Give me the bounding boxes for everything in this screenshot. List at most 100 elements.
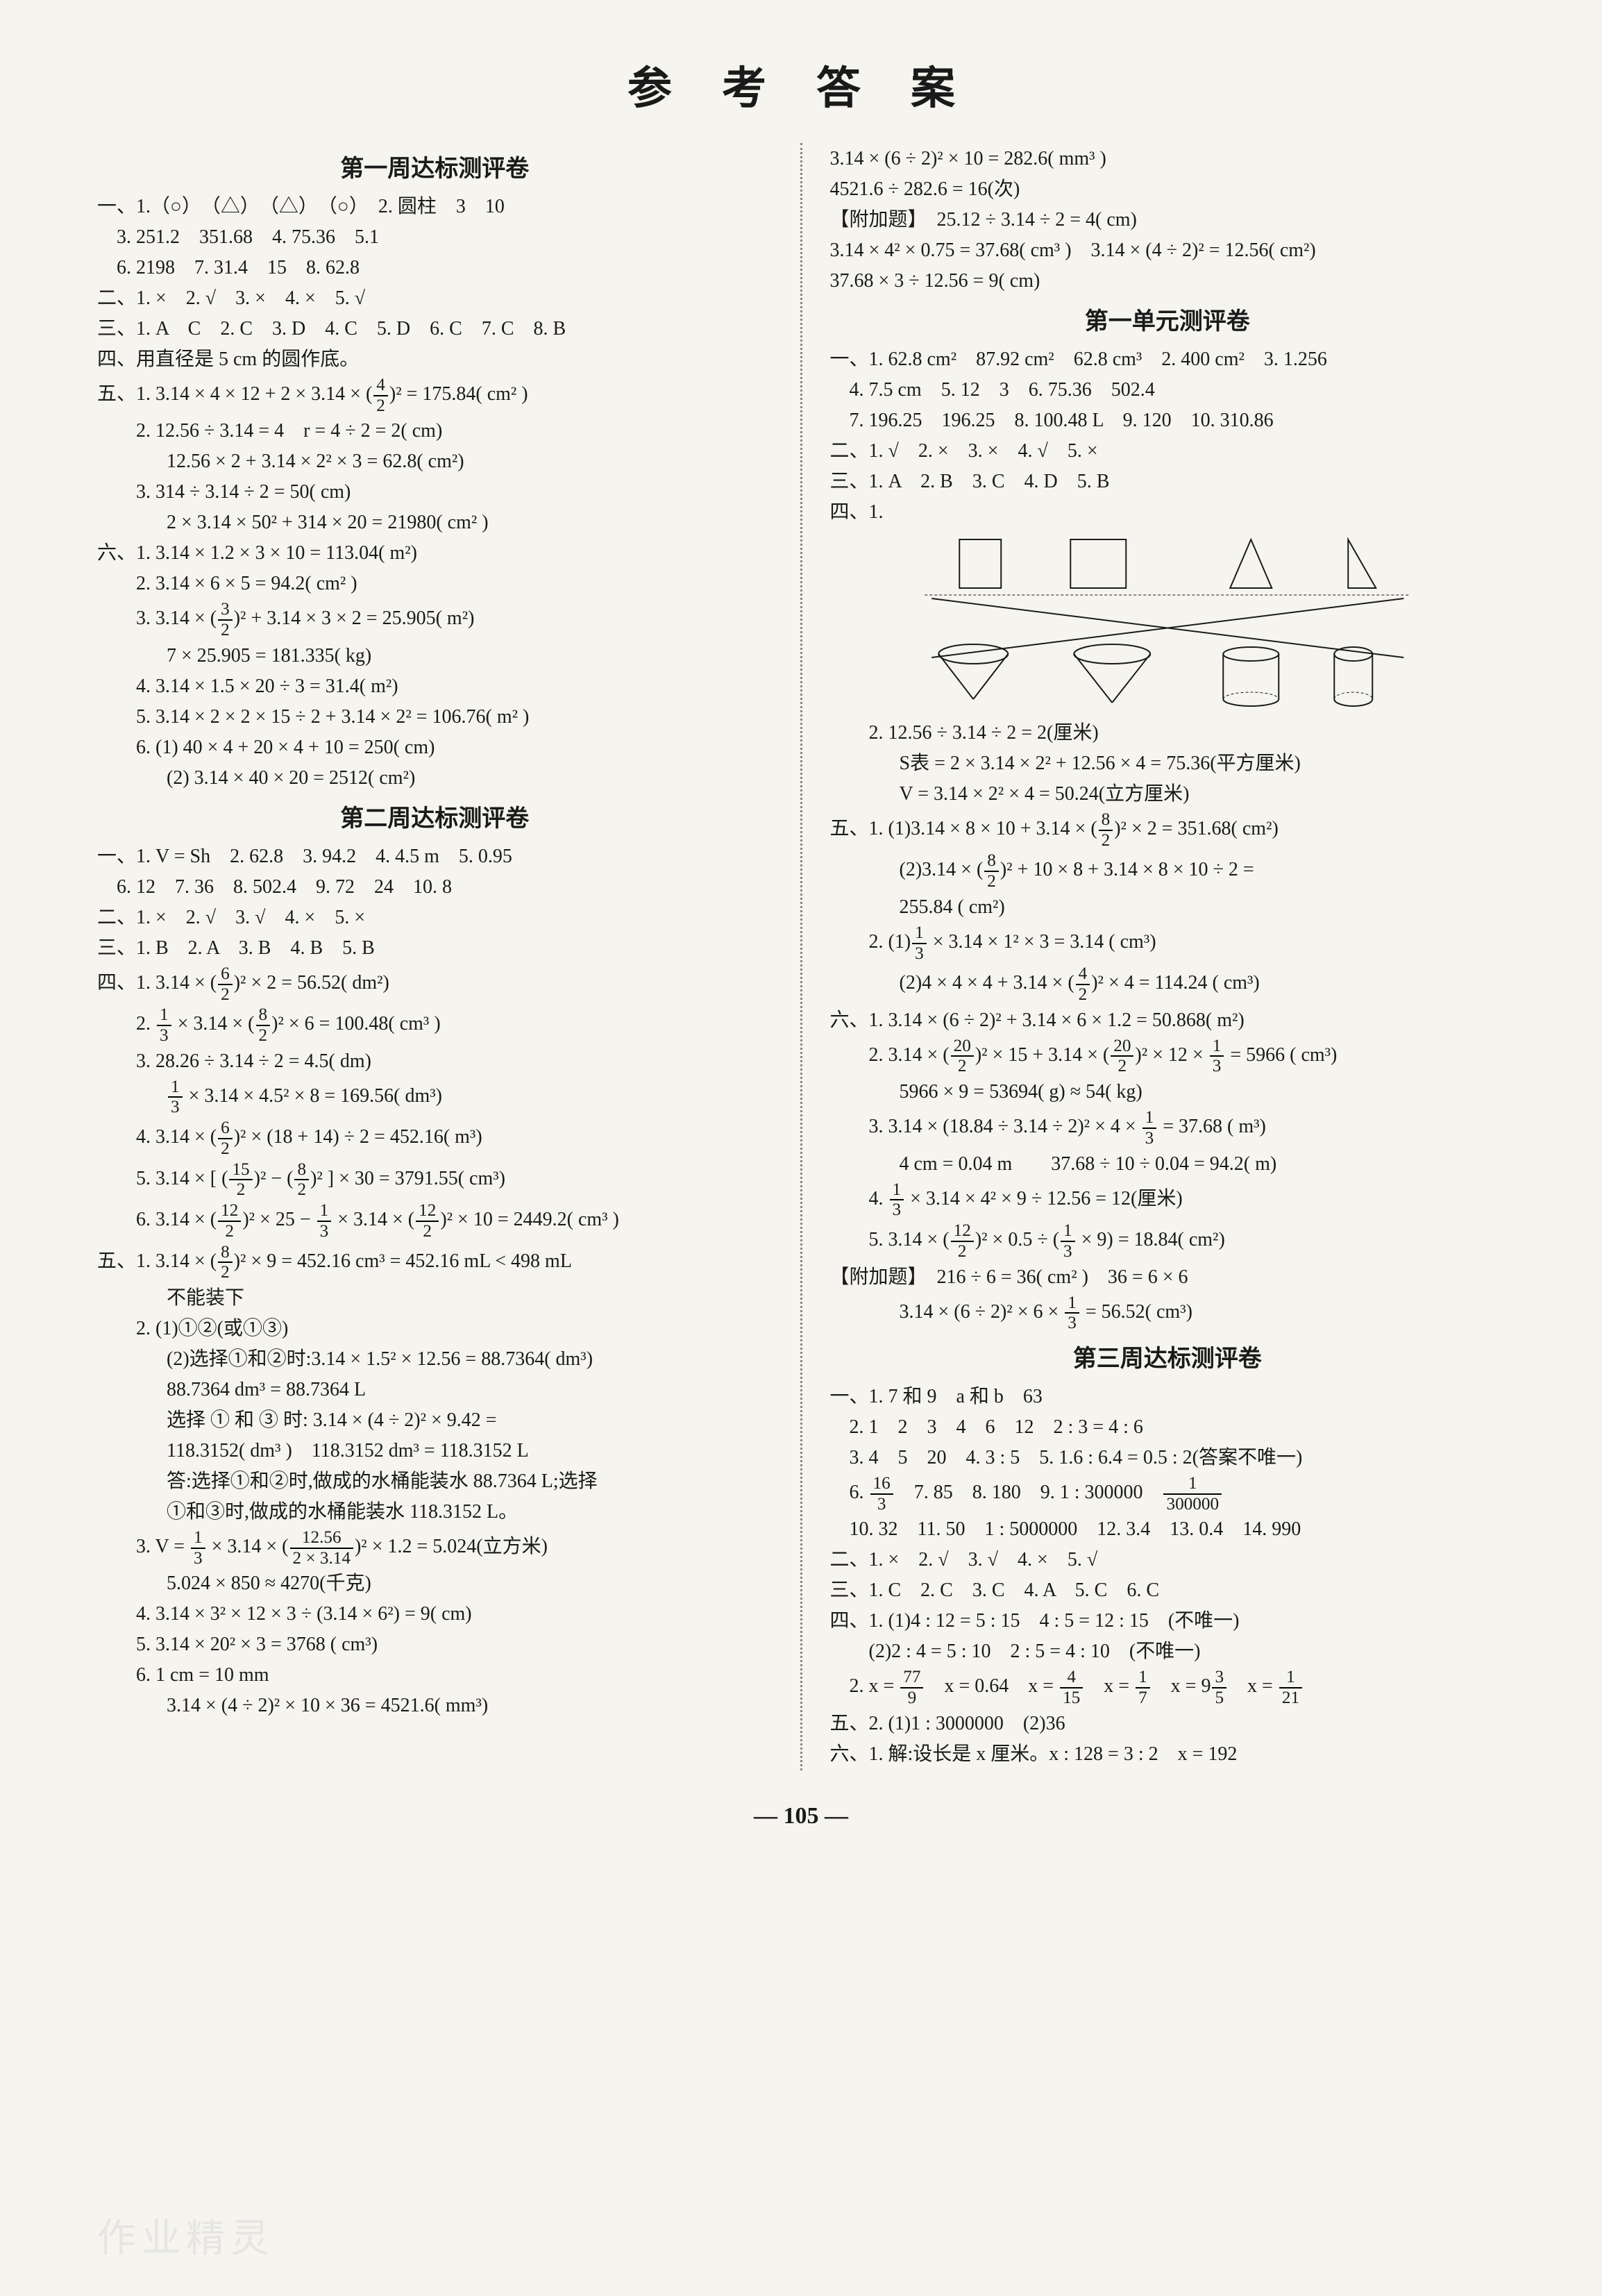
text-line: 118.3152( dm³ ) 118.3152 dm³ = 118.3152 … xyxy=(97,1436,773,1466)
week3-block2: 10. 32 11. 50 1 : 5000000 12. 3.4 13. 0.… xyxy=(830,1515,1506,1666)
section-week1-title: 第一周达标测评卷 xyxy=(97,151,773,187)
week1-six: 六、1. 3.14 × 1.2 × 3 × 10 = 113.04( m²)2.… xyxy=(97,539,773,792)
text-line: 【附加题】 25.12 ÷ 3.14 ÷ 2 = 4( cm) xyxy=(830,206,1506,235)
text-line: 五、2. (1)1 : 3000000 (2)36 xyxy=(830,1709,1506,1738)
text-line: 5. 3.14 × 20² × 3 = 3768 ( cm³) xyxy=(97,1630,773,1659)
text-line: 6. (1) 40 × 4 + 20 × 4 + 10 = 250( cm) xyxy=(97,733,773,762)
text-line: 13 × 3.14 × 4.5² × 8 = 169.56( dm³) xyxy=(97,1078,773,1117)
unit1-after-diagram: 2. 12.56 ÷ 3.14 ÷ 2 = 2(厘米)S表 = 2 × 3.14… xyxy=(830,719,1506,809)
text-line: 五、1. 3.14 × 4 × 12 + 2 × 3.14 × (42)² = … xyxy=(97,376,773,415)
text-line: 4 cm = 0.04 m 37.68 ÷ 10 ÷ 0.04 = 94.2( … xyxy=(830,1150,1506,1179)
text-line: 6. 1 cm = 10 mm xyxy=(97,1661,773,1690)
week3-block: 一、1. 7 和 9 a 和 b 63 2. 1 2 3 4 6 12 2 : … xyxy=(830,1382,1506,1473)
text-line: 2. 3.14 × (202)² × 15 + 3.14 × (202)² × … xyxy=(830,1037,1506,1076)
diagram-svg xyxy=(830,533,1506,713)
unit1-diagram xyxy=(830,533,1506,713)
text-line: 2. (1)①②(或①③) xyxy=(97,1314,773,1343)
text-line: 2. 13 × 3.14 × (82)² × 6 = 100.48( cm³ ) xyxy=(97,1005,773,1045)
text-line: 3. 251.2 351.68 4. 75.36 5.1 xyxy=(97,223,773,252)
right-top-block: 3.14 × (6 ÷ 2)² × 10 = 282.6( mm³ )4521.… xyxy=(830,144,1506,296)
week2-five: 五、1. 3.14 × (82)² × 9 = 452.16 cm³ = 452… xyxy=(97,1243,773,1721)
text-line: 四、用直径是 5 cm 的圆作底。 xyxy=(97,345,773,374)
text-line: (2)4 × 4 × 4 + 3.14 × (42)² × 4 = 114.24… xyxy=(830,964,1506,1004)
text-line: 5. 3.14 × [ (152)² − (82)² ] × 30 = 3791… xyxy=(97,1160,773,1200)
text-line: S表 = 2 × 3.14 × 2² + 12.56 × 4 = 75.36(平… xyxy=(830,749,1506,778)
week2-four: 四、1. 3.14 × (62)² × 2 = 56.52( dm²)2. 13… xyxy=(97,964,773,1241)
text-line: 6. 12 7. 36 8. 502.4 9. 72 24 10. 8 xyxy=(97,873,773,902)
section-unit1-title: 第一单元测评卷 xyxy=(830,304,1506,340)
text-line: 12.56 × 2 + 3.14 × 2² × 3 = 62.8( cm²) xyxy=(97,447,773,476)
text-line: 3.14 × (4 ÷ 2)² × 10 × 36 = 4521.6( mm³) xyxy=(97,1691,773,1720)
text-line: 答:选择①和②时,做成的水桶能装水 88.7364 L;选择 xyxy=(97,1467,773,1496)
text-line: 一、1. V = Sh 2. 62.8 3. 94.2 4. 4.5 m 5. … xyxy=(97,842,773,871)
page-number: 105 xyxy=(97,1798,1505,1834)
text-line: 88.7364 dm³ = 88.7364 L xyxy=(97,1375,773,1405)
text-line: 四、1. xyxy=(830,498,1506,527)
text-line: 二、1. √ 2. × 3. × 4. √ 5. × xyxy=(830,437,1506,466)
watermark: 作业精灵 xyxy=(97,2210,275,2268)
text-line: 7 × 25.905 = 181.335( kg) xyxy=(97,642,773,671)
text-line: 3. V = 13 × 3.14 × (12.562 × 3.14)² × 1.… xyxy=(97,1528,773,1568)
text-line: 7. 196.25 196.25 8. 100.48 L 9. 120 10. … xyxy=(830,406,1506,435)
week3-block3: 五、2. (1)1 : 3000000 (2)36六、1. 解:设长是 x 厘米… xyxy=(830,1709,1506,1769)
text-line: 三、1. A 2. B 3. C 4. D 5. B xyxy=(830,467,1506,496)
text-line: (2)2 : 4 = 5 : 10 2 : 5 = 4 : 10 (不唯一) xyxy=(830,1637,1506,1666)
text-line: 二、1. × 2. √ 3. √ 4. × 5. √ xyxy=(830,1545,1506,1575)
text-line: 3. 3.14 × (32)² + 3.14 × 3 × 2 = 25.905(… xyxy=(97,600,773,639)
unit1-six: 六、1. 3.14 × (6 ÷ 2)² + 3.14 × 6 × 1.2 = … xyxy=(830,1006,1506,1262)
text-line: 4. 7.5 cm 5. 12 3 6. 75.36 502.4 xyxy=(830,376,1506,405)
text-line: 4. 13 × 3.14 × 4² × 9 ÷ 12.56 = 12(厘米) xyxy=(830,1180,1506,1220)
text-line: 3. 28.26 ÷ 3.14 ÷ 2 = 4.5( dm) xyxy=(97,1047,773,1076)
text-line: 3. 3.14 × (18.84 ÷ 3.14 ÷ 2)² × 4 × 13 =… xyxy=(830,1108,1506,1148)
left-column: 第一周达标测评卷 一、1.（○） （△） （△） （○） 2. 圆柱 3 10 … xyxy=(97,143,773,1770)
text-line: 2. (1)13 × 3.14 × 1² × 3 = 3.14 ( cm³) xyxy=(830,923,1506,963)
text-line: 三、1. B 2. A 3. B 4. B 5. B xyxy=(97,934,773,963)
text-line: 3. 314 ÷ 3.14 ÷ 2 = 50( cm) xyxy=(97,478,773,507)
text-line: 4. 3.14 × (62)² × (18 + 14) ÷ 2 = 452.16… xyxy=(97,1118,773,1158)
unit1-block: 一、1. 62.8 cm² 87.92 cm² 62.8 cm³ 2. 400 … xyxy=(830,345,1506,527)
text-line: 5.024 × 850 ≈ 4270(千克) xyxy=(97,1569,773,1598)
section-week2-title: 第二周达标测评卷 xyxy=(97,801,773,837)
text-line: 10. 32 11. 50 1 : 5000000 12. 3.4 13. 0.… xyxy=(830,1515,1506,1544)
text-line: 2. 3.14 × 6 × 5 = 94.2( cm² ) xyxy=(97,569,773,598)
section-week3-title: 第三周达标测评卷 xyxy=(830,1341,1506,1377)
text-line: 2. 12.56 ÷ 3.14 ÷ 2 = 2(厘米) xyxy=(830,719,1506,748)
week2-block: 一、1. V = Sh 2. 62.8 3. 94.2 4. 4.5 m 5. … xyxy=(97,842,773,963)
column-divider xyxy=(800,143,802,1770)
text-line: (2)3.14 × (82)² + 10 × 8 + 3.14 × 8 × 10… xyxy=(830,851,1506,891)
text-line: 一、1. 62.8 cm² 87.92 cm² 62.8 cm³ 2. 400 … xyxy=(830,345,1506,374)
text-line: 一、1. 7 和 9 a 和 b 63 xyxy=(830,1382,1506,1411)
text-line: 255.84 ( cm²) xyxy=(830,893,1506,922)
text-line: 4. 3.14 × 1.5 × 20 ÷ 3 = 31.4( m²) xyxy=(97,672,773,701)
text-line: (2)选择①和②时:3.14 × 1.5² × 12.56 = 88.7364(… xyxy=(97,1345,773,1374)
text-line: 6. 3.14 × (122)² × 25 − 13 × 3.14 × (122… xyxy=(97,1201,773,1241)
text-line: 2 × 3.14 × 50² + 314 × 20 = 21980( cm² ) xyxy=(97,508,773,537)
text-line: 3.14 × (6 ÷ 2)² × 6 × 13 = 56.52( cm³) xyxy=(830,1293,1506,1333)
text-line: 六、1. 解:设长是 x 厘米。x : 128 = 3 : 2 x = 192 xyxy=(830,1740,1506,1769)
week1-block: 一、1.（○） （△） （△） （○） 2. 圆柱 3 10 3. 251.2 … xyxy=(97,192,773,374)
text-line: 5. 3.14 × (122)² × 0.5 ÷ (13 × 9) = 18.8… xyxy=(830,1221,1506,1261)
text-line: 一、1.（○） （△） （△） （○） 2. 圆柱 3 10 xyxy=(97,192,773,221)
text-line: 37.68 × 3 ÷ 12.56 = 9( cm) xyxy=(830,267,1506,296)
text-line: 六、1. 3.14 × 1.2 × 3 × 10 = 113.04( m²) xyxy=(97,539,773,568)
text-line: 3.14 × 4² × 0.75 = 37.68( cm³ ) 3.14 × (… xyxy=(830,236,1506,265)
text-line: 五、1. 3.14 × (82)² × 9 = 452.16 cm³ = 452… xyxy=(97,1243,773,1282)
text-line: 4521.6 ÷ 282.6 = 16(次) xyxy=(830,175,1506,204)
text-line: 4. 3.14 × 3² × 12 × 3 ÷ (3.14 × 6²) = 9(… xyxy=(97,1600,773,1629)
unit1-five: 五、1. (1)3.14 × 8 × 10 + 3.14 × (82)² × 2… xyxy=(830,810,1506,1005)
text-line: V = 3.14 × 2² × 4 = 50.24(立方厘米) xyxy=(830,780,1506,809)
text-line: 三、1. C 2. C 3. C 4. A 5. C 6. C xyxy=(830,1576,1506,1605)
text-line: 5966 × 9 = 53694( g) ≈ 54( kg) xyxy=(830,1078,1506,1107)
week3-x-line: 2. x = 779 x = 0.64 x = 415 x = 17 x = 9… xyxy=(830,1668,1506,1707)
text-line: 二、1. × 2. √ 3. √ 4. × 5. × xyxy=(97,903,773,932)
text-line: 2. 12.56 ÷ 3.14 = 4 r = 4 ÷ 2 = 2( cm) xyxy=(97,417,773,446)
right-column: 3.14 × (6 ÷ 2)² × 10 = 282.6( mm³ )4521.… xyxy=(830,143,1506,1770)
unit1-extra: 【附加题】 216 ÷ 6 = 36( cm² ) 36 = 6 × 63.14… xyxy=(830,1263,1506,1333)
week1-five: 五、1. 3.14 × 4 × 12 + 2 × 3.14 × (42)² = … xyxy=(97,376,773,537)
content-columns: 第一周达标测评卷 一、1.（○） （△） （△） （○） 2. 圆柱 3 10 … xyxy=(97,143,1505,1770)
text-line: 二、1. × 2. √ 3. × 4. × 5. √ xyxy=(97,284,773,313)
text-line: 6. 2198 7. 31.4 15 8. 62.8 xyxy=(97,253,773,283)
text-line: 2. 1 2 3 4 6 12 2 : 3 = 4 : 6 xyxy=(830,1413,1506,1442)
text-line: 3.14 × (6 ÷ 2)² × 10 = 282.6( mm³ ) xyxy=(830,144,1506,174)
text-line: 六、1. 3.14 × (6 ÷ 2)² + 3.14 × 6 × 1.2 = … xyxy=(830,1006,1506,1035)
